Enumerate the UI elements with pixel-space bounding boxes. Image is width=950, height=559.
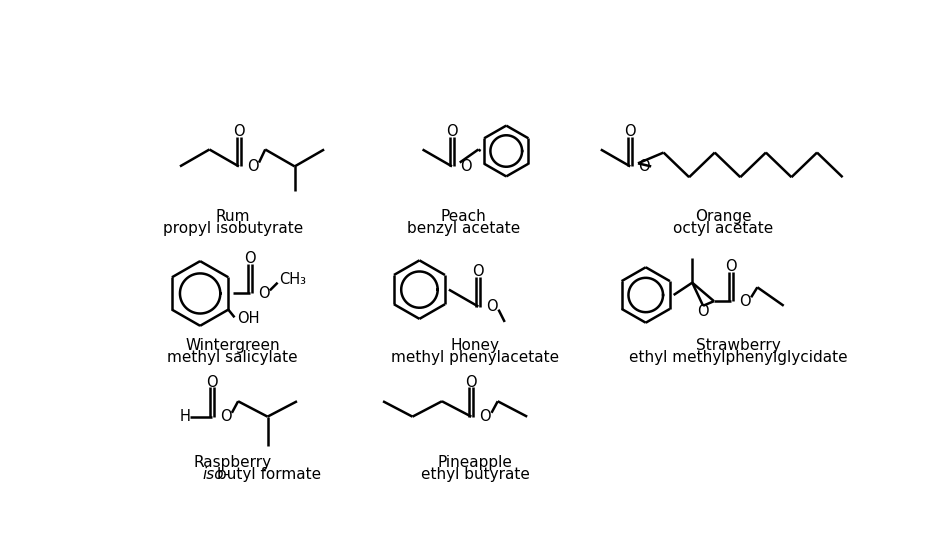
Text: Strawberry: Strawberry [696,338,781,353]
Text: Peach: Peach [441,209,486,224]
Text: Honey: Honey [450,338,500,353]
Text: O: O [466,375,477,390]
Text: iso-: iso- [202,467,230,482]
Text: O: O [638,159,650,174]
Text: ethyl butyrate: ethyl butyrate [421,467,530,482]
Text: Wintergreen: Wintergreen [185,338,280,353]
Text: Pineapple: Pineapple [438,454,513,470]
Text: O: O [739,293,750,309]
Text: O: O [472,264,484,280]
Text: O: O [446,124,458,139]
Text: H: H [180,409,190,424]
Text: O: O [624,124,636,139]
Text: O: O [480,409,491,424]
Text: CH₃: CH₃ [279,272,306,287]
Text: propyl isobutyrate: propyl isobutyrate [162,221,303,236]
Text: O: O [206,375,218,390]
Text: O: O [460,159,472,174]
Text: benzyl acetate: benzyl acetate [407,221,521,236]
Text: methyl phenylacetate: methyl phenylacetate [391,350,560,365]
Text: O: O [486,299,498,314]
Text: Raspberry: Raspberry [194,454,272,470]
Text: O: O [697,304,709,319]
Text: octyl acetate: octyl acetate [674,221,773,236]
Text: butyl formate: butyl formate [218,467,321,482]
Text: O: O [257,286,270,301]
Text: Orange: Orange [695,209,751,224]
Text: O: O [247,159,258,174]
Text: Rum: Rum [216,209,250,224]
Text: O: O [725,259,737,274]
Text: O: O [219,409,232,424]
Text: ethyl methylphenylglycidate: ethyl methylphenylglycidate [630,350,848,365]
Text: OH: OH [238,311,260,326]
Text: O: O [233,124,245,139]
Text: methyl salicylate: methyl salicylate [167,350,298,365]
Text: O: O [244,252,256,266]
